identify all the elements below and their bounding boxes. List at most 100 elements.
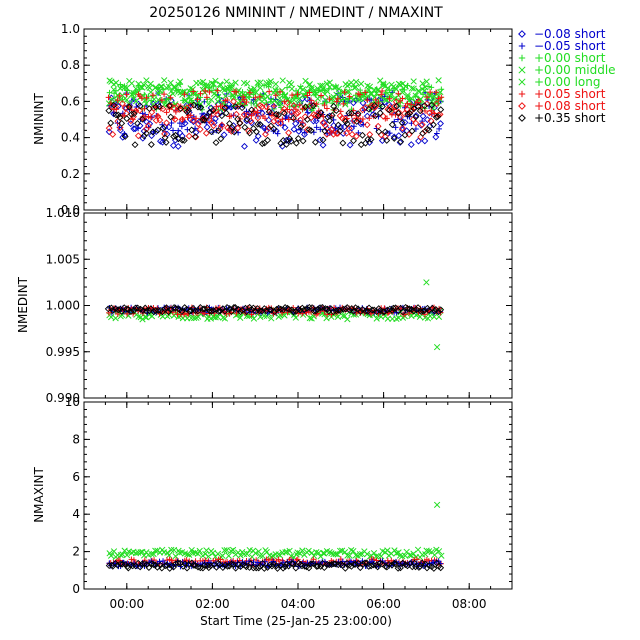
data-point-368 <box>254 559 261 566</box>
data-point-523 <box>267 78 274 85</box>
data-point-538 <box>302 77 309 85</box>
data-point-872 <box>378 91 384 98</box>
data-point-650 <box>217 81 225 89</box>
data-point-816 <box>252 94 259 101</box>
data-point-1138 <box>302 103 309 111</box>
data-point-182 <box>177 120 183 126</box>
data-point-59 <box>237 552 244 559</box>
data-point-1158 <box>345 109 353 117</box>
data-point-472 <box>154 90 162 97</box>
data-point-560 <box>346 306 354 314</box>
data-point-595 <box>424 304 431 312</box>
data-point-499 <box>209 307 217 314</box>
data-point-900 <box>105 124 113 132</box>
data-point-399 <box>326 85 332 92</box>
data-point-0 <box>105 128 113 136</box>
data-point-828 <box>279 116 286 123</box>
data-point-464 <box>132 304 139 312</box>
data-point-1109 <box>236 119 244 127</box>
data-point-1104 <box>226 120 233 127</box>
data-point-528 <box>275 304 283 312</box>
data-point-1030 <box>395 108 402 116</box>
panel-2-ylabel: NMEDINT <box>16 276 30 333</box>
data-point-807 <box>233 89 240 95</box>
data-point-220 <box>262 126 269 132</box>
data-point-880 <box>395 90 402 97</box>
data-point-608 <box>123 96 130 104</box>
data-point-36 <box>186 551 193 558</box>
data-point-496 <box>205 564 213 572</box>
data-point-920 <box>150 104 158 112</box>
data-point-1103 <box>222 109 230 117</box>
data-point-863 <box>357 91 363 98</box>
data-point-960 <box>239 100 247 107</box>
data-point-882 <box>399 95 406 102</box>
data-point-1173 <box>378 103 386 110</box>
data-point-491 <box>191 307 199 315</box>
data-point-558 <box>345 88 353 95</box>
panel-2-nmedint <box>83 212 513 399</box>
data-point-300 <box>106 89 113 96</box>
data-point-970 <box>262 130 269 138</box>
data-point-784 <box>181 91 188 98</box>
legend: −0.08 short−0.05 short+0.00 short+0.00 m… <box>518 27 616 125</box>
data-point-1050 <box>105 107 113 115</box>
panel-1-y-axis: 0.0 0.2 0.4 0.6 0.8 1.0 <box>61 22 512 217</box>
data-point-708 <box>346 81 353 88</box>
data-point-825 <box>273 92 279 99</box>
data-point-839 <box>304 92 311 99</box>
data-point-460 <box>123 305 131 313</box>
data-point-587 <box>406 305 413 313</box>
y-tick-label: 1.010 <box>46 206 80 220</box>
data-point-431 <box>397 103 404 109</box>
data-point-586 <box>408 85 415 92</box>
data-point-999 <box>325 127 333 135</box>
data-point-774 <box>159 97 165 103</box>
data-point-778 <box>167 95 174 101</box>
data-point-554 <box>334 561 342 569</box>
data-point-527 <box>276 95 283 102</box>
data-point-974 <box>270 117 278 125</box>
data-point-1174 <box>381 128 389 136</box>
data-point-509 <box>231 304 239 311</box>
data-point-542 <box>307 560 315 568</box>
data-point-516 <box>247 305 255 313</box>
data-point-972 <box>265 124 273 132</box>
data-point-1044 <box>425 109 433 117</box>
data-point-109 <box>348 546 355 554</box>
data-point-1146 <box>319 136 327 144</box>
data-point-717 <box>366 83 374 90</box>
data-point-98 <box>323 315 330 322</box>
data-point-143 <box>423 116 431 124</box>
data-point-830 <box>284 106 291 113</box>
data-point-553 <box>329 308 337 316</box>
legend-label: −0.05 short <box>534 39 606 53</box>
data-point-765 <box>139 95 145 101</box>
data-point-64 <box>248 119 256 127</box>
data-point-201 <box>217 556 224 563</box>
data-point-871 <box>375 100 382 106</box>
y-tick-label: 0.8 <box>61 58 80 72</box>
data-point-93 <box>312 117 320 125</box>
data-point-279 <box>392 124 399 131</box>
data-point-855 <box>340 101 347 107</box>
data-point-54 <box>225 552 232 559</box>
data-point-1169 <box>371 102 378 109</box>
data-point-90 <box>305 547 312 554</box>
y-tick-label: 6 <box>72 470 80 484</box>
data-point-549 <box>323 560 331 568</box>
data-point-944 <box>202 129 210 137</box>
data-point-656 <box>230 94 238 101</box>
panel-3-ylabel: NMAXINT <box>32 467 46 523</box>
data-point-116 <box>363 112 371 120</box>
data-point-1064 <box>136 102 144 110</box>
data-point-873 <box>379 88 385 94</box>
data-point-936 <box>185 132 193 140</box>
data-point-1023 <box>379 112 387 120</box>
data-point-518 <box>257 84 264 91</box>
data-point-876 <box>386 95 393 102</box>
legend-plus-icon <box>518 42 526 50</box>
panel-2-y-axis: 0.990 0.995 1.000 1.005 1.010 <box>46 206 512 405</box>
data-point-476 <box>161 562 169 570</box>
data-point-691 <box>308 84 316 91</box>
